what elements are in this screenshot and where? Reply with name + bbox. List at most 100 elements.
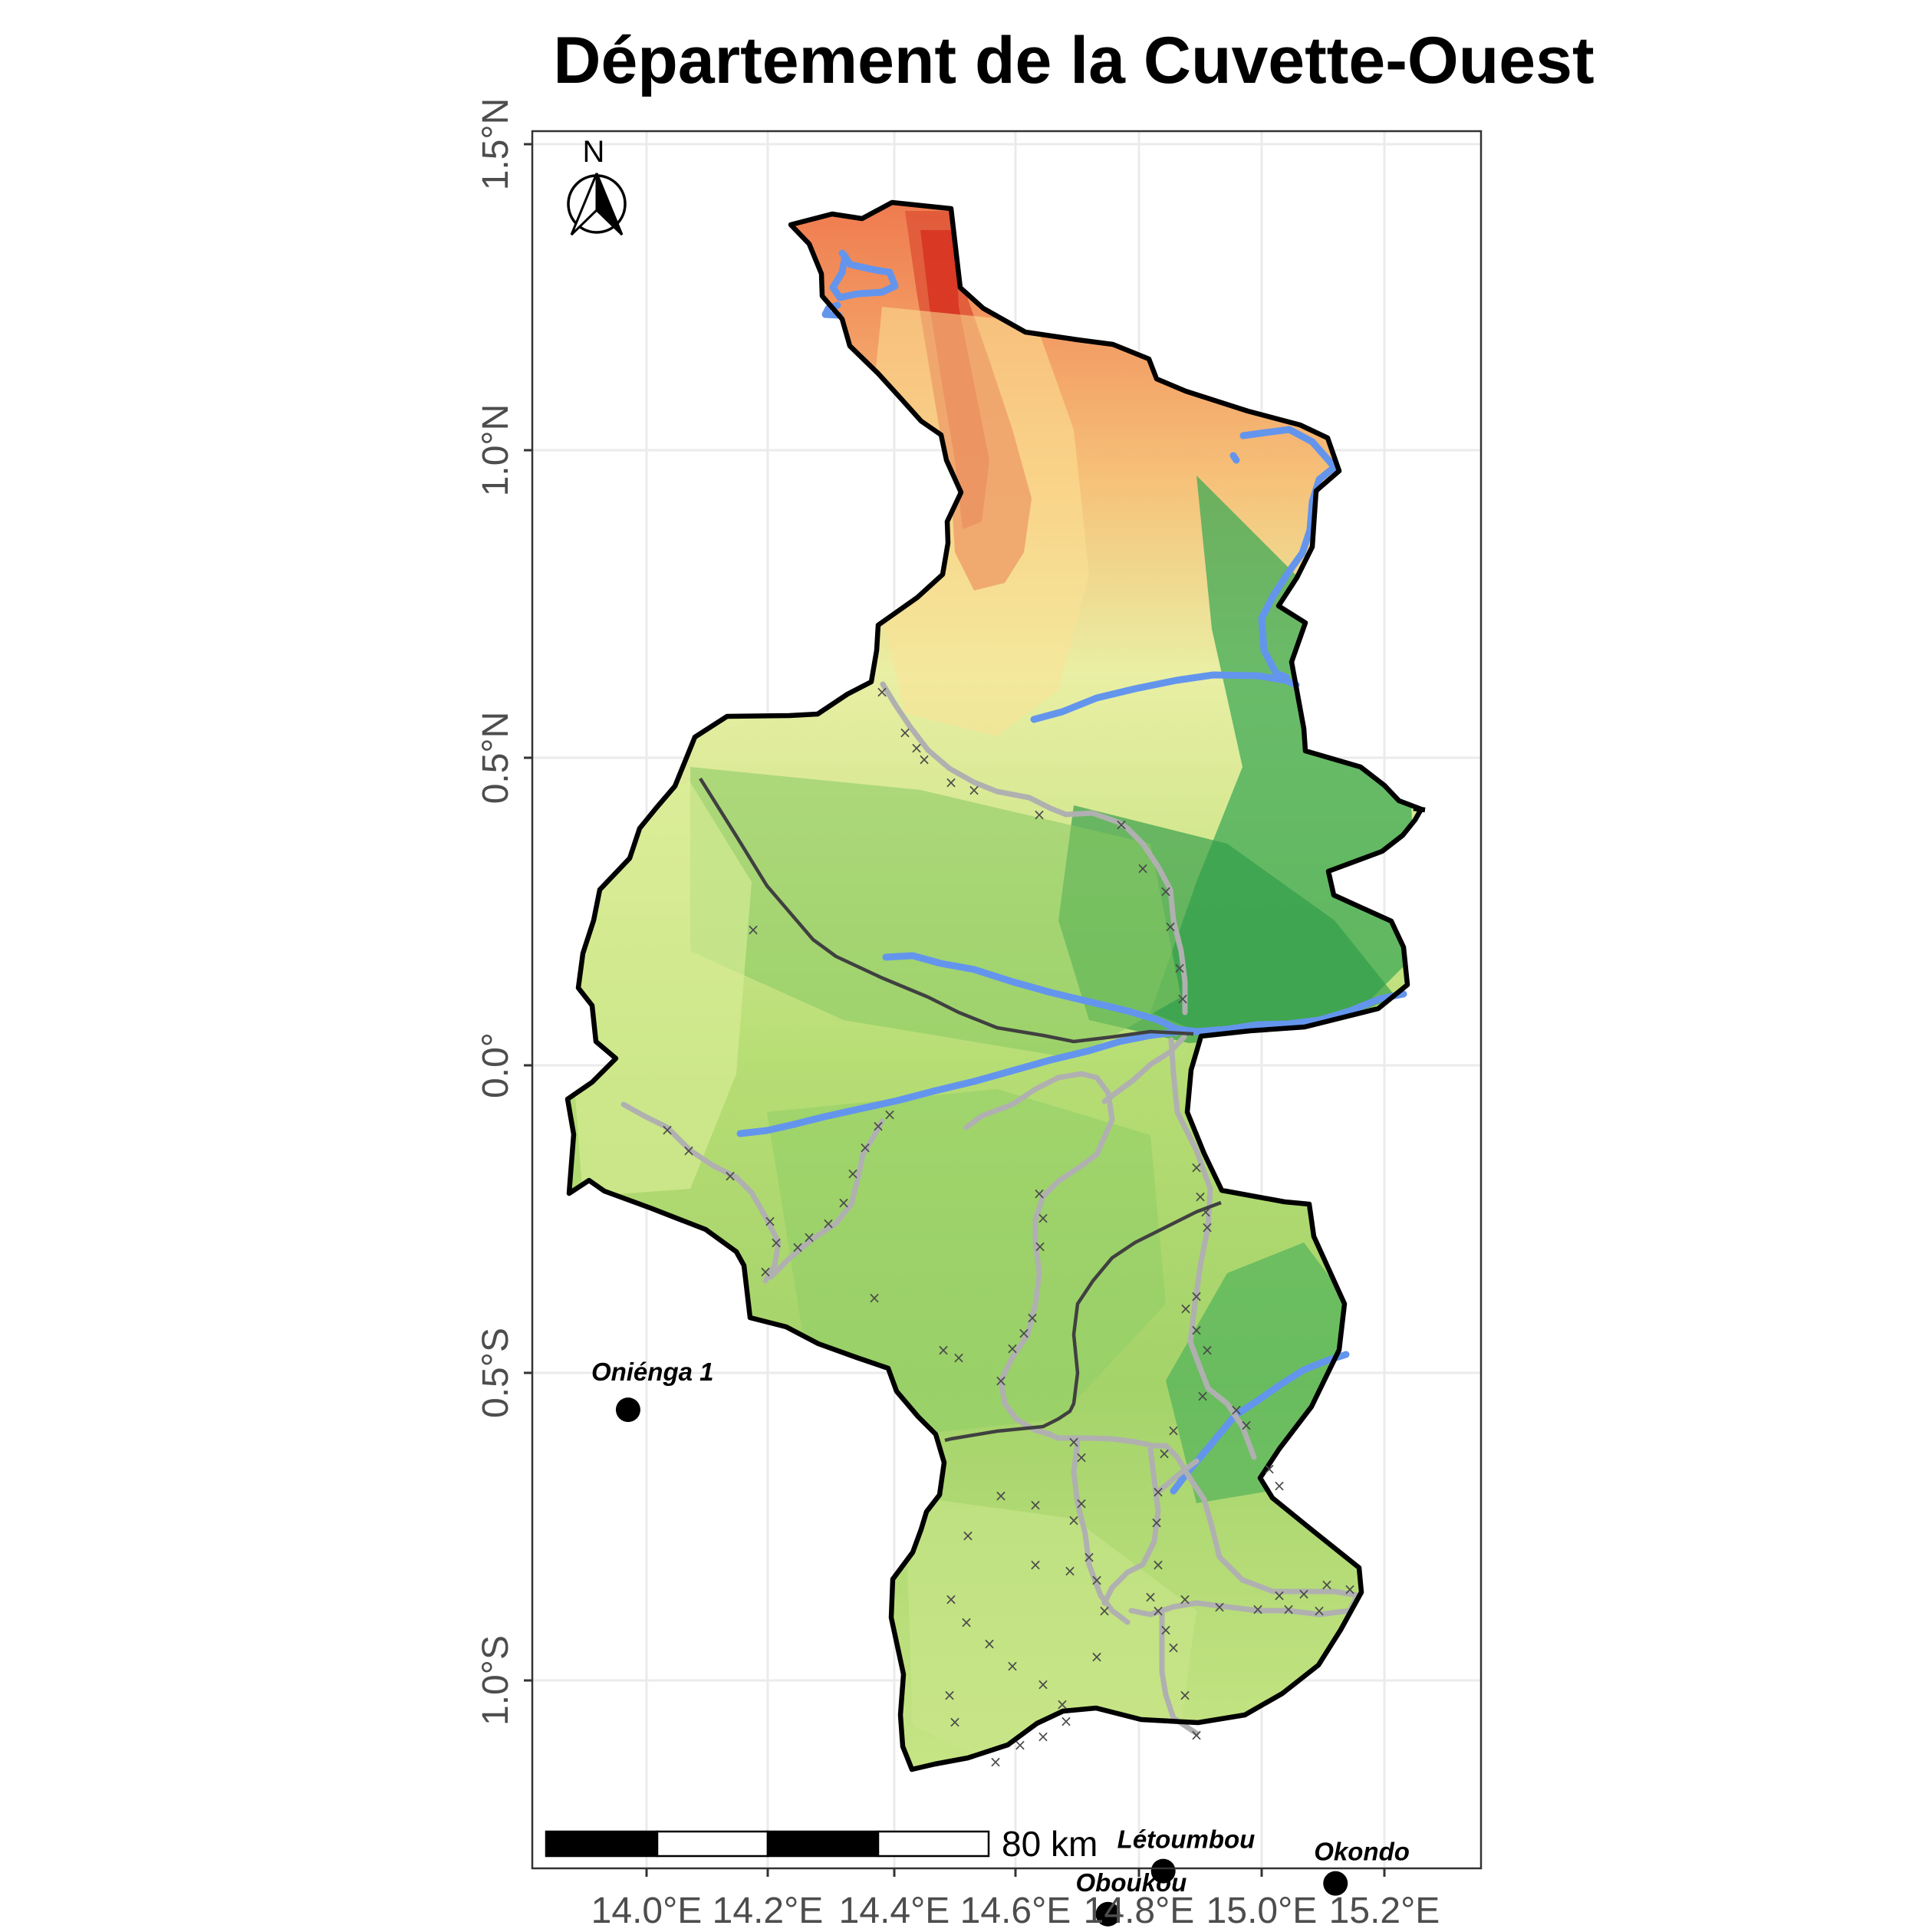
settlement-marker: × (1160, 1621, 1173, 1639)
settlement-marker: × (683, 1141, 696, 1160)
settlement-marker: × (1273, 1476, 1286, 1495)
settlement-marker: × (876, 683, 889, 701)
settlement-marker: × (983, 1634, 996, 1653)
settlement-marker: × (1152, 1555, 1165, 1574)
y-tick-label: 1.0°S (476, 1635, 516, 1726)
north-arrow: N (567, 135, 627, 236)
settlement-marker: × (1115, 815, 1128, 834)
y-axis: 1.5°N 1.0°N 0.5°N 0.0° 0.5°S 1.0°S (476, 98, 532, 1726)
settlement-marker: × (1164, 917, 1177, 936)
settlement-marker: × (1344, 1580, 1357, 1598)
settlement-marker: × (1014, 1736, 1027, 1754)
town-point (1323, 1871, 1348, 1896)
settlement-marker: × (949, 1713, 962, 1731)
settlement-markers: ××××× ×××××××××××××××××××××××××××××××××××… (661, 683, 1357, 1771)
settlement-marker: × (868, 1289, 881, 1307)
settlement-marker: × (1190, 1158, 1203, 1177)
settlement-marker: × (1167, 1638, 1180, 1657)
settlement-marker: × (1179, 1590, 1192, 1608)
settlement-marker: × (1034, 1237, 1047, 1256)
settlement-marker: × (759, 1262, 772, 1281)
y-tick-label: 0.0° (476, 1032, 516, 1098)
settlement-marker: × (1018, 1324, 1031, 1342)
map-title: Département de la Cuvette-Ouest (553, 24, 1594, 97)
settlement-marker: × (1152, 1601, 1165, 1620)
settlement-marker: × (803, 1228, 816, 1246)
scale-bar-label: 80 km (1002, 1824, 1098, 1864)
settlement-marker: × (1037, 1727, 1050, 1746)
settlement-marker: × (770, 1233, 783, 1252)
settlement-marker: × (1098, 1601, 1111, 1620)
settlement-marker: × (937, 1341, 950, 1359)
settlement-marker: × (1263, 1460, 1276, 1478)
settlement-marker: × (968, 781, 981, 799)
settlement-marker: × (792, 1238, 805, 1256)
settlement-marker: × (1213, 1598, 1226, 1616)
settlement-marker: × (1137, 859, 1150, 877)
settlement-marker: × (945, 773, 958, 792)
y-tick-label: 0.5°S (476, 1328, 516, 1418)
settlement-marker: × (1075, 1494, 1088, 1512)
rivers (736, 249, 1407, 1495)
settlement-marker: × (1144, 1588, 1157, 1606)
town-point (1150, 1858, 1176, 1884)
settlement-marker: × (872, 1117, 885, 1135)
settlement-marker: × (1230, 1400, 1243, 1419)
settlement-marker: × (1190, 1287, 1203, 1305)
settlement-marker: × (1158, 1444, 1171, 1463)
settlement-marker: × (1160, 882, 1173, 900)
town-marker: Oboukou (1076, 1868, 1187, 1927)
settlement-marker: × (1252, 1600, 1265, 1618)
settlement-marker: × (661, 1121, 674, 1139)
settlement-marker: × (989, 1753, 1002, 1771)
x-tick-label: 15.0°E (1206, 1891, 1318, 1931)
north-arrow-label: N (583, 135, 605, 169)
roads (620, 681, 1361, 1736)
settlement-marker: × (1173, 959, 1187, 977)
town-label: Létoumbou (1117, 1825, 1256, 1854)
town-marker: Létoumbou (1117, 1825, 1256, 1884)
settlement-marker: × (884, 1105, 897, 1124)
scale-bar: 80 km (545, 1824, 1098, 1864)
settlement-marker: × (1180, 1299, 1193, 1318)
settlement-marker: × (1068, 1511, 1081, 1529)
settlement-marker: × (838, 1193, 851, 1212)
settlement-marker: × (1091, 1647, 1104, 1666)
y-tick-label: 1.5°N (476, 98, 516, 191)
x-axis: 14.0°E 14.2°E 14.4°E 14.6°E 14.8°E 15.0°… (591, 1868, 1440, 1931)
town-marker: Okondo (1314, 1838, 1410, 1896)
settlement-marker: × (1313, 1601, 1326, 1620)
settlement-marker: × (1060, 1712, 1073, 1730)
settlement-marker: × (859, 1138, 872, 1157)
department-boundary-tip (1413, 805, 1426, 813)
settlement-marker: × (1201, 1218, 1214, 1236)
settlement-marker: × (764, 1212, 777, 1230)
settlement-marker: × (1083, 1548, 1096, 1566)
town-marker: Oniénga 1 (591, 1358, 714, 1423)
town-point (615, 1397, 640, 1423)
settlement-marker: × (1240, 1416, 1253, 1434)
x-tick-label: 14.0°E (591, 1891, 703, 1931)
settlement-marker: × (1167, 1421, 1180, 1440)
y-tick-label: 0.5°N (476, 712, 516, 805)
settlement-marker: × (953, 1348, 966, 1367)
settlement-marker: × (1194, 1187, 1207, 1206)
settlement-marker: × (822, 1214, 835, 1233)
settlement-marker: × (1152, 1483, 1165, 1501)
settlement-marker: × (960, 1613, 973, 1631)
district-boundaries (699, 777, 1222, 1443)
settlement-marker: × (1190, 1726, 1203, 1744)
settlement-marker: × (1321, 1575, 1334, 1594)
settlement-marker: × (1026, 1308, 1039, 1327)
settlement-marker: × (1282, 1600, 1295, 1618)
settlement-marker: × (1064, 1562, 1077, 1580)
settlement-marker: × (1033, 805, 1046, 824)
town-label: Oniénga 1 (591, 1358, 714, 1386)
settlement-marker: × (1179, 1686, 1192, 1704)
settlement-marker: × (724, 1167, 737, 1185)
town-label: Okondo (1314, 1838, 1410, 1866)
settlement-marker: × (1091, 1571, 1104, 1589)
settlement-marker: × (847, 1164, 860, 1183)
x-tick-label: 14.2°E (713, 1891, 824, 1931)
